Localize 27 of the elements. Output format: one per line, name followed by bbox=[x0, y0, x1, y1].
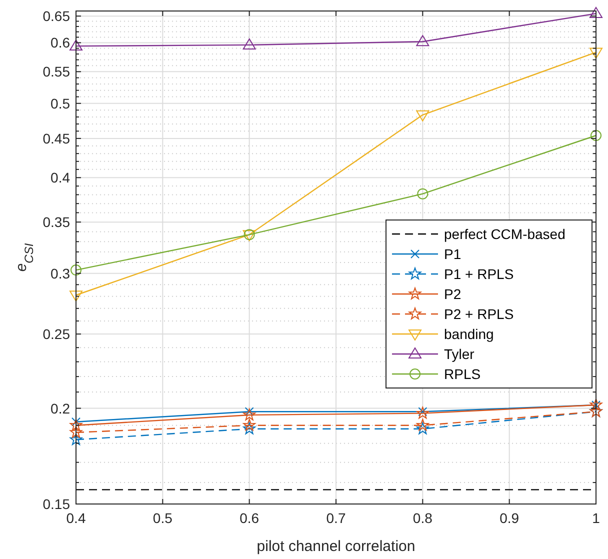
legend-label: P1 bbox=[444, 246, 462, 262]
legend-label: P1 + RPLS bbox=[444, 266, 514, 282]
x-tick-label: 0.5 bbox=[152, 510, 173, 526]
y-tick-label: 0.65 bbox=[42, 8, 70, 24]
y-tick-label: 0.4 bbox=[50, 170, 70, 186]
x-tick-label: 0.7 bbox=[326, 510, 346, 526]
x-tick-label: 0.6 bbox=[240, 510, 260, 526]
x-tick-label: 0.4 bbox=[66, 510, 86, 526]
legend-label: P2 bbox=[444, 286, 462, 302]
x-tick-label: 0.8 bbox=[412, 510, 433, 526]
y-tick-label: 0.45 bbox=[42, 130, 70, 146]
y-tick-label: 0.55 bbox=[42, 64, 70, 80]
y-tick-label: 0.25 bbox=[42, 326, 70, 342]
legend-label: P2 + RPLS bbox=[444, 306, 514, 322]
y-tick-label: 0.2 bbox=[50, 400, 70, 416]
legend-label: perfect CCM-based bbox=[444, 226, 566, 242]
y-tick-label: 0.6 bbox=[50, 34, 70, 51]
x-tick-label: 1 bbox=[592, 510, 600, 526]
y-tick-label: 0.15 bbox=[42, 496, 70, 512]
y-tick-label: 0.3 bbox=[50, 265, 70, 282]
legend-label: RPLS bbox=[444, 366, 481, 382]
y-tick-label: 0.5 bbox=[50, 95, 70, 112]
legend-label: Tyler bbox=[444, 346, 475, 362]
x-axis-title: pilot channel correlation bbox=[256, 538, 416, 555]
x-tick-label: 0.9 bbox=[500, 510, 520, 526]
legend-label: banding bbox=[444, 326, 494, 342]
y-tick-label: 0.35 bbox=[42, 214, 70, 230]
